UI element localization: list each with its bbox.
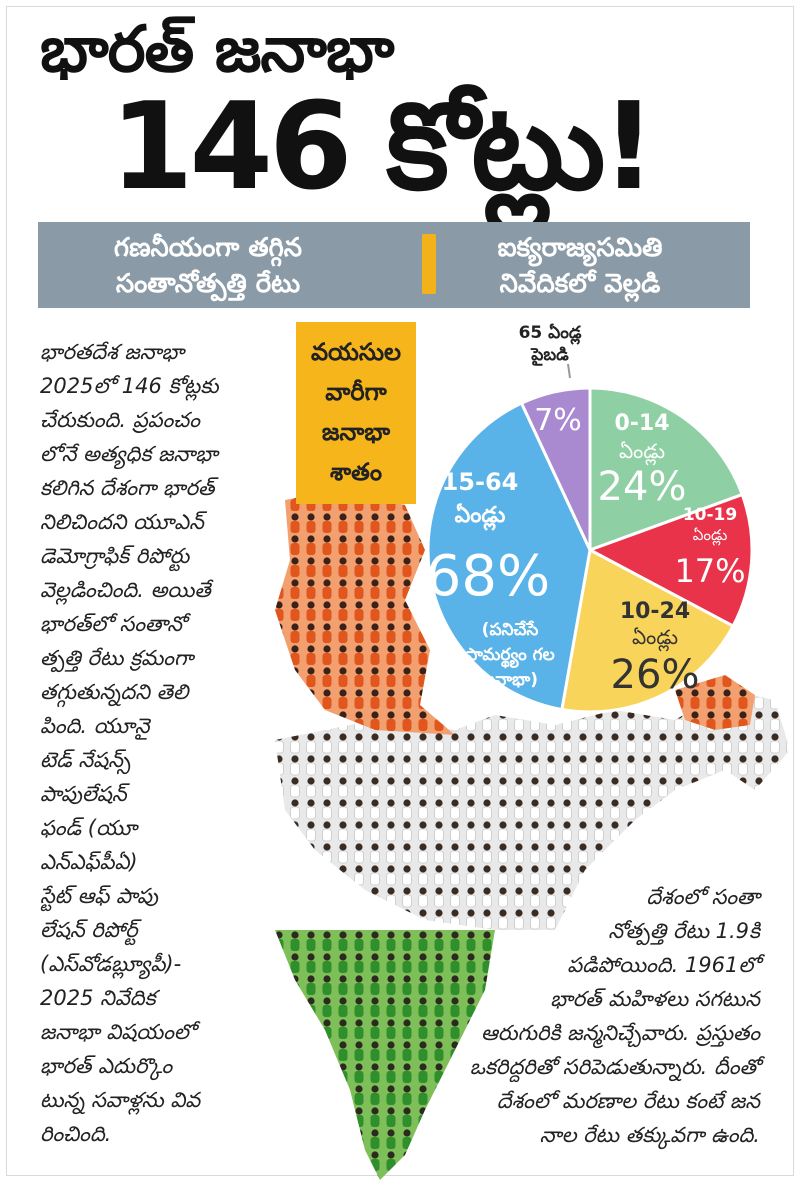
slice-label-0-14: 0-14 — [614, 411, 669, 436]
left-text-line: టున్న సవాళ్లను వివ — [40, 1088, 201, 1112]
left-text-line: భారత్‌లో సంతానో — [40, 612, 187, 636]
right-text-line: ఆరుగురికి జన్మనిచ్చేవారు. ప్రస్తుతం — [481, 1021, 760, 1045]
left-text-line: టెడ్ నేషన్స్ — [40, 748, 131, 772]
slice-label-65plus-line2: పైబడి — [530, 345, 569, 366]
box-label-line1: వయసుల — [310, 338, 402, 366]
slice-value-10-24: 26% — [611, 652, 700, 698]
left-text-line: లోనే అత్యధిక జనాభా — [40, 442, 218, 466]
right-article-text: దేశంలో సంతా నోత్పత్తి రేటు 1.9కి పడిపోయి… — [430, 880, 760, 1152]
pie-slice — [560, 547, 736, 714]
slice-value-10-19: 17% — [674, 552, 745, 590]
left-text-line: 2025 నివేదిక — [40, 986, 156, 1010]
banner-right-line2: నివేదికలో వెల్లడి — [499, 269, 661, 299]
box-label-line3: జనాభా — [321, 418, 391, 446]
slice-value-65plus: 7% — [534, 403, 582, 438]
age-distribution-pie-chart: 65 ఏండ్ల పైబడి 0-14ఏండ్లు24%10-19ఏండ్లు1… — [426, 323, 754, 714]
left-text-line: డెమోగ్రాఫిక్ రిపోర్టు — [40, 544, 190, 568]
pie-slices — [426, 386, 754, 714]
left-text-line: లేషన్ రిపోర్ట్ — [40, 918, 138, 942]
slice-note-15-64-line1: (పనిచేసే — [482, 620, 539, 640]
headline-line2: 146 కోట్లు! — [110, 78, 656, 217]
right-text-line: నాల రేటు తక్కువగా ఉంది. — [539, 1123, 760, 1147]
right-text-line: ఒకరిద్దరితో సరిపెడుతున్నారు. దీంతో — [469, 1055, 760, 1079]
slice-label-10-24: 10-24 — [620, 599, 690, 624]
right-text-line: భారత్ మహిళలు సగటున — [550, 987, 760, 1011]
slice-value-0-14: 24% — [598, 464, 687, 510]
box-label-line4: శాతం — [329, 458, 382, 486]
left-text-line: నిలిచిందని యూఎన్ — [40, 510, 204, 534]
headline-line1: భారత్ జనాభా — [40, 13, 395, 87]
left-text-line: ఎన్‌ఎఫ్‌పీఏ) — [40, 850, 138, 874]
left-text-line: ఫండ్ (యూ — [40, 816, 138, 840]
banner-right-line1: ఐక్యరాజ్యసమితి — [497, 233, 663, 263]
left-text-line: త్పత్తి రేటు క్రమంగా — [40, 646, 194, 670]
pie-slice — [586, 492, 754, 629]
pie-labels: 0-14ఏండ్లు24%10-19ఏండ్లు17%10-24ఏండ్లు26… — [426, 403, 746, 698]
india-population-map — [275, 490, 790, 1180]
left-text-line: చేరుకుంది. ప్రపంచం — [40, 408, 200, 432]
left-text-line: కలిగిన దేశంగా భారత్ — [40, 476, 215, 500]
banner-right: ఐక్యరాజ్యసమితి నివేదికలో వెల్లడి — [420, 230, 740, 302]
right-text-line: పడిపోయింది. 1961లో — [567, 953, 760, 977]
left-article-text: భారతదేశ జనాభా 2025లో 146 కోట్లకు చేరుకుం… — [40, 335, 265, 1151]
banner-left-line1: గణనీయంగా తగ్గిన — [113, 233, 303, 263]
right-text-line: దేశంలో మరణాల రేటు కంటే జన — [496, 1089, 760, 1113]
left-text-line: స్టేట్ ఆఫ్ పాపు — [40, 884, 158, 908]
right-text-line: దేశంలో సంతా — [646, 885, 760, 909]
slice-label-0-14-unit: ఏండ్లు — [619, 439, 665, 466]
left-text-line: పింది. యూనై — [40, 714, 150, 738]
pointer-line — [567, 363, 571, 379]
slice-label-10-19: 10-19 — [683, 505, 737, 525]
left-text-line: భారతదేశ జనాభా — [40, 340, 185, 364]
map-orange-region — [275, 490, 755, 735]
banner-left: గణనీయంగా తగ్గిన సంతానోత్పత్తి రేటు — [48, 230, 368, 302]
left-text-line: జనాభా విషయంలో — [40, 1020, 196, 1044]
left-text-line: భారత్ ఎదుర్కొం — [40, 1054, 173, 1078]
map-green-region — [275, 930, 495, 1180]
page-frame — [6, 6, 794, 1176]
left-text-line: రించింది. — [40, 1122, 112, 1146]
banner-left-line2: సంతానోత్పత్తి రేటు — [115, 269, 301, 299]
left-text-line: (ఎస్‌వోడబ్ల్యూపీ)- — [40, 952, 182, 976]
pie-slice — [588, 386, 745, 553]
slice-label-65plus-line1: 65 ఏండ్ల — [519, 323, 582, 345]
left-text-line: 2025లో 146 కోట్లకు — [40, 374, 219, 398]
left-text-line: తగ్గుతున్నదని తెలి — [40, 680, 189, 704]
pie-category-label-box: వయసుల వారీగా జనాభా శాతం — [296, 322, 416, 504]
slice-label-10-19-unit: ఏండ్లు — [693, 526, 728, 546]
slice-label-10-24-unit: ఏండ్లు — [632, 625, 678, 652]
pie-slice — [426, 401, 592, 712]
left-text-line: పాపులేషన్ — [40, 782, 127, 806]
box-label-line2: వారీగా — [325, 378, 387, 406]
right-text-line: నోత్పత్తి రేటు 1.9కి — [608, 919, 760, 943]
subheading-banner: గణనీయంగా తగ్గిన సంతానోత్పత్తి రేటు ఐక్యర… — [38, 222, 750, 308]
slice-label-15-64: 15-64 — [442, 468, 519, 496]
slice-label-15-64-unit: ఏండ్లు — [455, 503, 506, 531]
left-text-line: వెల్లడించింది. అయితే — [40, 578, 211, 602]
map-white-region — [275, 690, 790, 930]
pie-slice — [519, 386, 592, 551]
slice-value-15-64: 68% — [426, 544, 550, 609]
slice-note-15-64-line3: జనాభా) — [482, 670, 538, 690]
banner-separator — [422, 234, 436, 294]
